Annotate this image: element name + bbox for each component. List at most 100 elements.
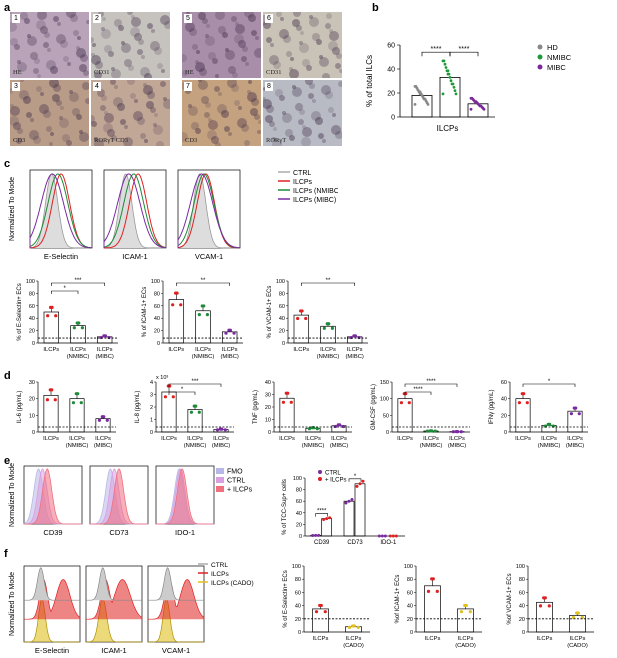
hist-title: IDO-1 (175, 528, 195, 537)
data-point (171, 303, 175, 307)
data-point (179, 303, 183, 307)
x-tick-label: ILCPs (97, 347, 113, 353)
sig-bracket (51, 290, 79, 294)
sig-bracket (51, 282, 105, 286)
y-tick-label: 0 (32, 430, 35, 436)
data-point (322, 517, 326, 521)
x-tick-label: (MIBC) (94, 443, 112, 449)
legend-label: + ILCPs (325, 478, 347, 484)
data-point (349, 335, 353, 340)
y-tick-label: 4 (150, 380, 153, 386)
data-point (358, 482, 362, 486)
y-tick-label: 0 (268, 430, 271, 436)
sig-label: **** (317, 509, 327, 515)
legend-label: ILCPs (MIBC) (293, 197, 336, 204)
sig-label: * (354, 474, 357, 480)
data-point (394, 534, 398, 538)
hist-y-label: Normalized To Mode (9, 177, 16, 241)
panel-letter-f: f (4, 548, 8, 560)
data-point (468, 610, 472, 614)
data-point (330, 326, 334, 330)
x-tick-label: ILCPs (69, 436, 85, 442)
x-tick-label: ILCPs (346, 636, 362, 642)
data-point (53, 398, 57, 402)
panel-letter-b: b (372, 2, 379, 14)
data-point (469, 96, 473, 100)
data-point (289, 400, 293, 404)
data-point (49, 305, 53, 309)
y-tick-label: 40 (519, 604, 525, 610)
data-point (310, 426, 314, 430)
legend-label: ILCPs (NMIBC) (293, 188, 338, 195)
panel-letter-e: e (4, 455, 11, 467)
data-point (357, 335, 361, 340)
data-point (445, 69, 449, 73)
data-point (107, 335, 111, 340)
x-tick-label: (CADO) (455, 643, 476, 649)
x-tick-label: (NMIBC) (184, 443, 207, 449)
legend-label: FMO (227, 469, 243, 476)
data-point (377, 534, 381, 538)
y-tick-label: 3 (150, 393, 153, 399)
bar (424, 585, 441, 633)
y-tick-label: 60 (407, 590, 413, 596)
x-tick-label: CD73 (347, 540, 363, 546)
x-tick-label: ILCPs (161, 436, 177, 442)
sig-label: ** (201, 278, 206, 284)
hist-cado (24, 598, 80, 643)
bar-HD (411, 95, 433, 118)
legend-label: ILCPs (CADO) (211, 580, 254, 587)
data-point (322, 326, 326, 330)
data-point (418, 92, 422, 95)
micrograph-3: 3 CD3 (10, 80, 89, 146)
x-tick-label: ILCPs (570, 636, 586, 642)
sig-label: *** (74, 278, 82, 284)
y-tick-label: 60 (501, 380, 507, 386)
bar (293, 314, 310, 344)
hist-mibc (29, 173, 93, 249)
data-point (341, 424, 345, 429)
hist-+ ILCPs (90, 468, 148, 525)
legend-marker (318, 470, 322, 474)
panel-letter-a: a (4, 2, 11, 14)
x-tick-label: ILCPs (43, 436, 59, 442)
legend-marker (537, 44, 543, 50)
hist-ilcps (86, 579, 143, 620)
bar (320, 325, 336, 344)
data-point (314, 610, 319, 614)
y-tick-label: 0 (522, 630, 525, 636)
y-tick-label: 50 (383, 413, 389, 419)
y-tick-label: 60 (29, 304, 35, 310)
x-tick-label: (NMIBC) (538, 443, 561, 449)
y-tick-label: 20 (295, 617, 301, 623)
x-tick-label: ILCPs (449, 436, 465, 442)
y-tick-label: 0 (282, 341, 285, 347)
y-axis-label: % of TCC-Sup+ cells (282, 479, 288, 535)
y-axis-label: %of ICAM-1+ ECs (395, 575, 401, 624)
x-tick-label: ILCPs (537, 636, 553, 642)
y-axis-label: %of VCAM-1+ ECs (507, 573, 513, 624)
legend-label: ILCPs (293, 179, 313, 186)
x-tick-label: (MIBC) (220, 354, 238, 360)
data-point (547, 604, 551, 608)
data-point (323, 610, 327, 614)
data-point (54, 314, 58, 318)
micrograph-caption: HE (185, 69, 194, 76)
hist-title: CD39 (43, 528, 62, 537)
hist-title: E-Selectin (44, 252, 78, 261)
legend-label: MIBC (547, 63, 566, 72)
hist-nmibc (103, 173, 167, 249)
data-point (517, 401, 522, 405)
data-point (352, 334, 356, 338)
data-point (46, 314, 50, 318)
x-tick-label: ILCPs (347, 347, 363, 353)
hist-mibc (103, 173, 167, 249)
y-tick-label: 100 (293, 476, 302, 482)
y-tick-label: 40 (296, 511, 302, 517)
x-tick-label: ILCPs (423, 436, 439, 442)
data-point (105, 418, 109, 422)
x-tick-label: (NMIBC) (192, 354, 215, 360)
hist-+ ILCPs (156, 468, 214, 525)
y-tick-label: 10 (265, 418, 271, 424)
